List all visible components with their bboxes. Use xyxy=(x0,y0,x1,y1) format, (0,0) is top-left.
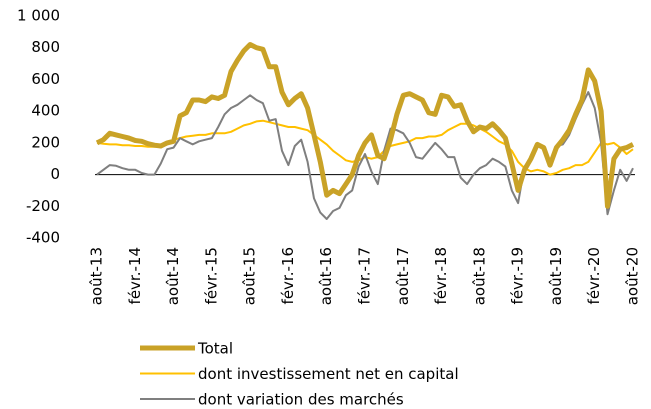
y-tick-label: 200 xyxy=(31,133,60,151)
legend-label: Total xyxy=(197,340,233,358)
x-tick-label: févr.-20 xyxy=(585,247,603,304)
y-tick-label: -200 xyxy=(26,197,60,215)
series-line xyxy=(95,42,635,209)
x-tick-label: août-15 xyxy=(241,247,259,305)
x-tick-label: août-14 xyxy=(164,247,182,305)
x-tick-label: août-17 xyxy=(394,247,412,305)
y-tick-label: 1 000 xyxy=(17,7,60,25)
legend-label: dont investissement net en capital xyxy=(198,365,459,383)
y-tick-label: -400 xyxy=(26,229,60,247)
x-tick-label: févr.-18 xyxy=(432,247,450,304)
x-tick-label: févr.-19 xyxy=(509,247,527,304)
y-tick-label: 400 xyxy=(31,102,60,120)
x-tick-label: févr.-16 xyxy=(279,247,297,304)
x-tick-label: août-16 xyxy=(317,247,335,305)
x-tick-label: août-13 xyxy=(88,247,106,305)
x-tick-label: août-20 xyxy=(624,247,642,305)
y-tick-label: 600 xyxy=(31,70,60,88)
x-tick-label: août-19 xyxy=(547,247,565,305)
x-tick-label: févr.-14 xyxy=(126,247,144,304)
series-line xyxy=(96,119,634,176)
x-tick-label: févr.-17 xyxy=(356,247,374,304)
legend-label: dont variation des marchés xyxy=(198,391,404,409)
y-tick-label: 0 xyxy=(50,165,60,183)
y-tick-label: 800 xyxy=(31,38,60,56)
x-tick-label: févr.-15 xyxy=(202,247,220,304)
x-tick-label: août-18 xyxy=(470,247,488,305)
